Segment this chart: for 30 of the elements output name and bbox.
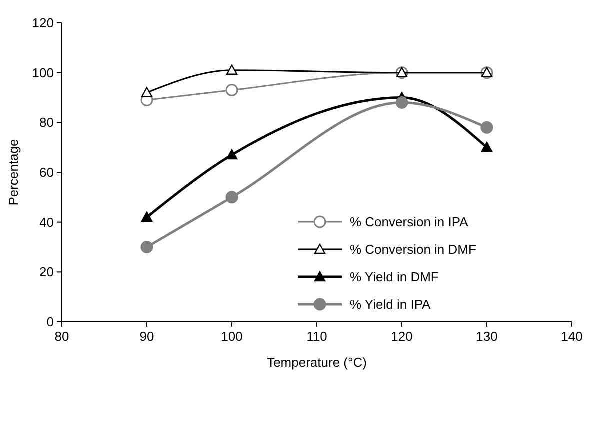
point — [226, 191, 238, 204]
x-tick-label: 120 — [391, 329, 413, 344]
y-tick-label: 40 — [40, 214, 54, 230]
y-tick-label: 20 — [40, 264, 54, 280]
x-tick-label: 80 — [54, 329, 70, 344]
point — [141, 87, 153, 98]
x-tick-label: 110 — [306, 329, 328, 344]
point — [226, 84, 238, 97]
legend-label: % Conversion in DMF — [350, 242, 476, 257]
legend-label: % Conversion in IPA — [350, 214, 469, 230]
point — [396, 96, 408, 109]
point — [226, 64, 238, 75]
y-tick-label: 120 — [32, 16, 54, 30]
y-tick-label: 100 — [32, 65, 54, 80]
legend-label: % Yield in IPA — [350, 297, 432, 312]
point — [140, 241, 154, 254]
point — [226, 149, 238, 160]
y-tick-label: 60 — [40, 165, 54, 180]
x-tick-label: 90 — [140, 329, 154, 344]
y-axis-title: Percentage — [6, 139, 21, 206]
legend-label: % Yield in DMF — [350, 270, 439, 284]
point — [480, 121, 494, 134]
x-tick-label: 100 — [221, 329, 243, 344]
point — [481, 142, 493, 152]
x-tick-label: 140 — [561, 329, 583, 344]
y-tick-label: 0 — [46, 314, 54, 330]
point — [141, 212, 153, 222]
x-axis-title: Temperature (°C) — [267, 355, 367, 370]
x-tick-label: 130 — [476, 329, 498, 344]
y-tick-label: 80 — [40, 115, 54, 130]
